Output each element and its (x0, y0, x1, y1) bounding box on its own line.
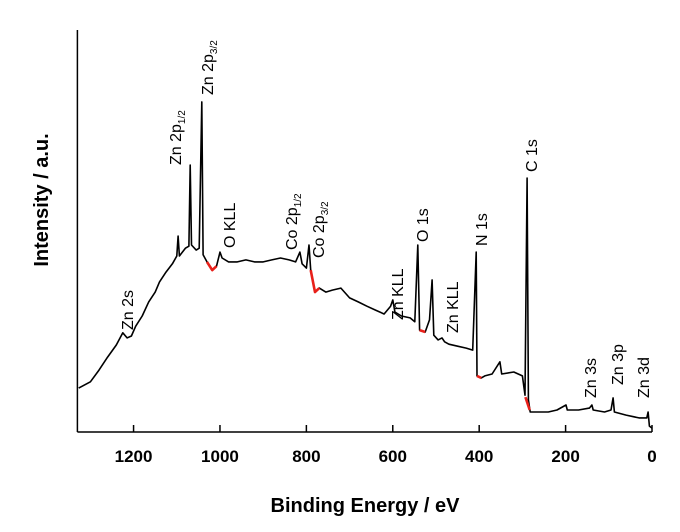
peak-label: Co 2p3/2 (311, 201, 331, 258)
spectrum-line (78, 101, 653, 429)
peak-label: Zn 3d (636, 357, 653, 398)
x-tick-label: 1200 (115, 447, 153, 466)
peak-label-text: Zn KLL (390, 268, 407, 320)
peak-label-text: Zn KLL (445, 281, 462, 333)
peak-label-sub: 1/2 (177, 110, 188, 124)
x-axis-label: Binding Energy / eV (271, 495, 461, 517)
peak-label-text: Zn 3s (583, 358, 600, 398)
peak-label-text: O KLL (222, 203, 239, 248)
peak-label-text: Co 2p (311, 215, 328, 258)
peak-label: Co 2p1/2 (284, 193, 304, 250)
peak-label-text: C 1s (524, 139, 541, 172)
peak-label: N 1s (474, 213, 491, 246)
peak-label-text: Zn 2s (120, 290, 137, 330)
peak-label: Zn 2p1/2 (168, 110, 188, 165)
peak-label: Zn 3s (583, 358, 600, 398)
peak-label-text: Zn 2p (200, 54, 217, 95)
x-tick-label: 400 (465, 447, 493, 466)
peak-label: Zn KLL (390, 268, 407, 320)
peak-label-text: O 1s (415, 208, 432, 242)
x-tick-label: 800 (292, 447, 320, 466)
peak-label-text: Co 2p (284, 207, 301, 250)
x-tick-label: 200 (551, 447, 579, 466)
peak-label: C 1s (524, 139, 541, 172)
peak-label: Zn 2s (120, 290, 137, 330)
peak-label: O 1s (415, 208, 432, 242)
y-axis-label: Intensity / a.u. (31, 133, 53, 266)
x-tick-label: 600 (379, 447, 407, 466)
peak-label: Zn 3p (610, 344, 627, 385)
peak-label: O KLL (222, 203, 239, 248)
peak-label: Zn KLL (445, 281, 462, 333)
peak-label-text: Zn 3d (636, 357, 653, 398)
peak-label-sub: 3/2 (209, 40, 220, 54)
x-tick-label: 1000 (201, 447, 239, 466)
peak-label-text: Zn 2p (168, 124, 185, 165)
peak-label-sub: 3/2 (320, 201, 331, 215)
x-tick-label: 0 (647, 447, 656, 466)
peak-label: Zn 2p3/2 (200, 40, 220, 95)
peak-label-sub: 1/2 (293, 193, 304, 207)
spectrum-line (205, 261, 531, 411)
peak-label-text: N 1s (474, 213, 491, 246)
peak-label-text: Zn 3p (610, 344, 627, 385)
